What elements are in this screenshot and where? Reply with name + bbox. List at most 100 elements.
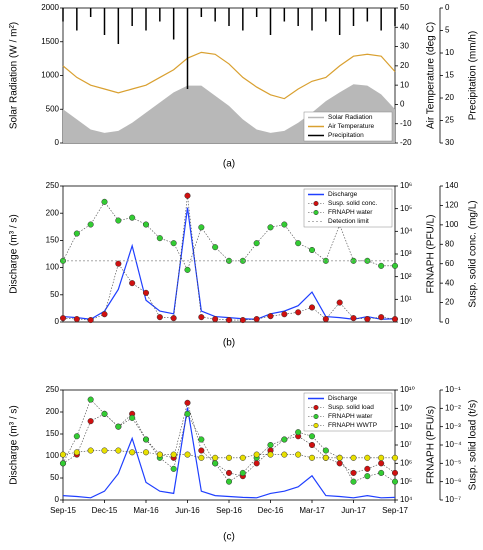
legend-label: Discharge bbox=[328, 395, 358, 402]
dot bbox=[129, 214, 136, 221]
dot bbox=[142, 449, 150, 456]
dot bbox=[336, 460, 343, 467]
y2-tick-label: 10¹⁰ bbox=[400, 385, 415, 394]
y-axis-title: Discharge (m³ / s) bbox=[9, 405, 20, 484]
y-tick-label: 1500 bbox=[41, 37, 59, 46]
dot bbox=[308, 441, 316, 449]
dot bbox=[101, 447, 108, 454]
dot bbox=[198, 314, 205, 321]
x-tick-label: Dec-15 bbox=[92, 506, 118, 515]
y-tick-label: 200 bbox=[46, 407, 60, 416]
x-tick-label: Dec-16 bbox=[258, 506, 284, 515]
y2-tick-label: 10⁴ bbox=[400, 226, 413, 235]
dot bbox=[87, 221, 94, 228]
dot bbox=[142, 289, 150, 296]
dot bbox=[101, 410, 108, 417]
legend-swatch bbox=[313, 404, 319, 411]
dot bbox=[198, 447, 205, 454]
dot bbox=[364, 465, 371, 472]
y3-tick-label: 120 bbox=[445, 201, 459, 210]
y2-tick-label: 50 bbox=[400, 3, 409, 12]
y-tick-label: 250 bbox=[46, 181, 60, 190]
dot bbox=[350, 454, 357, 461]
dot bbox=[378, 262, 385, 269]
y2-axis-title: FRNAPH (PFU/L) bbox=[426, 215, 437, 294]
line bbox=[62, 407, 396, 499]
legend-swatch bbox=[313, 422, 319, 429]
y-tick-label: 0 bbox=[55, 138, 60, 147]
dot bbox=[295, 309, 302, 316]
dot bbox=[308, 304, 316, 311]
legend-label: FRNAPH water bbox=[328, 209, 373, 216]
dot bbox=[295, 240, 302, 247]
dot bbox=[101, 198, 108, 205]
dot bbox=[378, 314, 385, 321]
dot bbox=[253, 316, 260, 323]
y2-tick-label: 10⁶ bbox=[400, 458, 412, 467]
y2-axis-title: Air Temperature (deg C) bbox=[426, 22, 437, 129]
dot bbox=[73, 449, 80, 456]
dot bbox=[253, 451, 260, 458]
dot bbox=[129, 414, 136, 421]
y3-tick-label: 25 bbox=[445, 116, 454, 125]
y2-tick-label: 10⁶ bbox=[400, 181, 412, 190]
dot bbox=[364, 473, 371, 480]
dot bbox=[336, 454, 343, 461]
dot bbox=[87, 447, 94, 454]
x-tick-label: Jun-16 bbox=[175, 506, 200, 515]
dot bbox=[115, 260, 122, 267]
dot bbox=[73, 230, 80, 237]
dot bbox=[308, 246, 316, 254]
y2-tick-label: 20 bbox=[400, 61, 409, 70]
dot bbox=[267, 441, 274, 449]
dot bbox=[391, 262, 399, 269]
dot bbox=[115, 423, 122, 430]
y3-tick-label: 10⁻⁷ bbox=[445, 495, 461, 504]
dot bbox=[308, 433, 316, 440]
y-tick-label: 1000 bbox=[41, 71, 59, 80]
dot bbox=[267, 313, 274, 320]
y2-tick-label: 10⁷ bbox=[400, 440, 412, 449]
dot bbox=[73, 316, 80, 323]
dot bbox=[170, 315, 177, 322]
dot bbox=[129, 280, 136, 287]
y-tick-label: 100 bbox=[46, 263, 60, 272]
dot bbox=[391, 316, 399, 323]
x-tick-label: Mar-16 bbox=[133, 506, 159, 515]
y3-axis-title: Susp. solid conc. (mg/L) bbox=[468, 200, 479, 307]
y3-axis-title: Precipitation (mm/h) bbox=[468, 31, 479, 120]
dot bbox=[225, 454, 233, 461]
y3-tick-label: 10⁻⁶ bbox=[445, 477, 461, 486]
y3-tick-label: 10 bbox=[445, 48, 454, 57]
legend-label: FRNAPH WWTP bbox=[328, 422, 377, 429]
y2-tick-label: 10⁵ bbox=[400, 477, 412, 486]
dot bbox=[212, 454, 219, 461]
x-tick-label: Jun-17 bbox=[341, 506, 366, 515]
y3-tick-label: 30 bbox=[445, 138, 454, 147]
dot bbox=[253, 460, 260, 467]
y2-tick-label: 10³ bbox=[400, 249, 412, 258]
y-tick-label: 50 bbox=[50, 290, 59, 299]
y3-tick-label: 20 bbox=[445, 298, 454, 307]
dot bbox=[322, 316, 329, 323]
series-layer bbox=[59, 192, 399, 324]
dot bbox=[59, 451, 67, 458]
legend-swatch bbox=[313, 413, 319, 420]
dot bbox=[142, 221, 150, 228]
dot bbox=[239, 454, 246, 461]
dot bbox=[170, 240, 177, 247]
dot bbox=[184, 451, 191, 458]
y2-tick-label: 0 bbox=[400, 100, 405, 109]
dot bbox=[142, 436, 150, 443]
y3-tick-label: 140 bbox=[445, 181, 459, 190]
y2-tick-label: 10¹ bbox=[400, 294, 412, 303]
dot bbox=[378, 469, 385, 476]
y-tick-label: 50 bbox=[50, 473, 59, 482]
dot bbox=[198, 224, 205, 231]
y3-tick-label: 40 bbox=[445, 278, 454, 287]
panel-label: (b) bbox=[223, 338, 235, 349]
dot bbox=[378, 454, 385, 461]
dot bbox=[239, 469, 246, 476]
dot bbox=[184, 399, 191, 406]
dot bbox=[156, 451, 163, 458]
